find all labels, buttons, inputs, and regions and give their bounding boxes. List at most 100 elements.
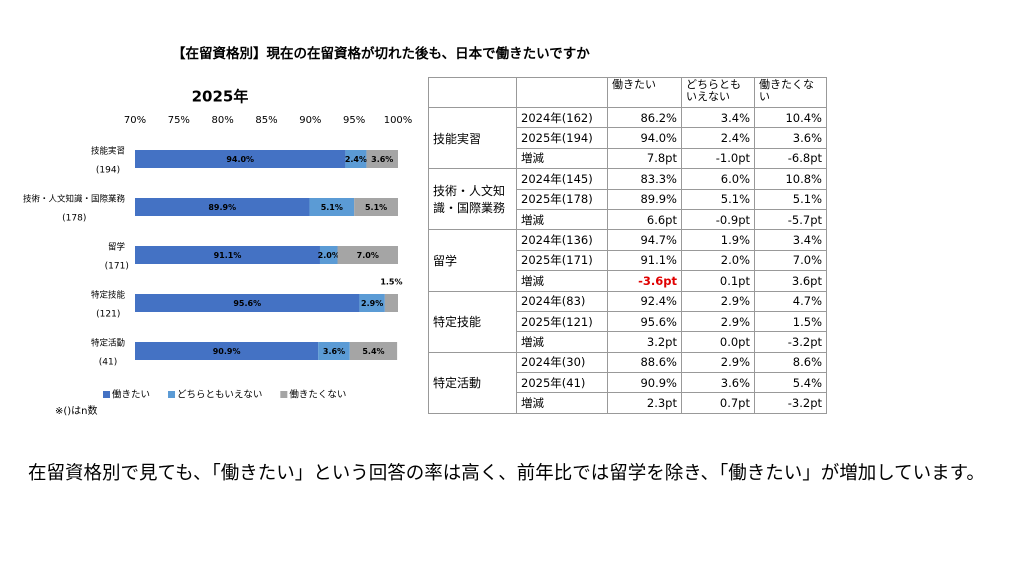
- bar-segment: [135, 294, 360, 312]
- value-cell: 2.3pt: [607, 392, 682, 414]
- column-header: 働きたい: [607, 77, 682, 108]
- value-cell: -0.9pt: [681, 208, 755, 231]
- row-label: 2024年(30): [516, 351, 608, 374]
- row-label: 2024年(145): [516, 168, 608, 190]
- row-label: 増減: [516, 147, 608, 170]
- x-tick-label: 95%: [343, 115, 365, 126]
- x-tick-label: 90%: [299, 115, 321, 126]
- group-label: 特定活動: [428, 351, 517, 414]
- value-cell: 5.1%: [754, 188, 827, 210]
- value-cell: 91.1%: [607, 249, 682, 272]
- value-cell: 2.0%: [681, 249, 755, 272]
- table-row: 技能実習 2024年(162) 86.2% 3.4% 10.4%: [428, 106, 827, 170]
- x-tick-label: 100%: [384, 115, 413, 126]
- x-tick-label: 80%: [212, 115, 234, 126]
- value-cell: 1.9%: [681, 229, 755, 251]
- value-cell: 3.6pt: [754, 270, 827, 292]
- bar-segment: [345, 150, 367, 168]
- bar-segment: [384, 294, 398, 312]
- table-row: 技術・人文知識・国際業務 2024年(145) 83.3% 6.0% 10.8%: [428, 168, 827, 231]
- value-label: 95.6%: [233, 299, 261, 308]
- value-cell: 0.0pt: [681, 331, 755, 353]
- legend-label: どちらともいえない: [177, 390, 262, 401]
- bar-segment: [318, 342, 350, 360]
- value-cell: 86.2%: [607, 106, 682, 129]
- row-label: 2025年(41): [516, 372, 608, 394]
- value-label: 1.5%: [380, 278, 402, 287]
- value-cell: 3.6%: [754, 127, 827, 149]
- category-label: 技術・人文知識・国際業務: [23, 194, 126, 205]
- note: ※()はn数: [55, 404, 98, 417]
- table-row: 増減 7.8pt -1.0pt -6.8pt: [429, 147, 827, 170]
- bar-segment: [309, 198, 355, 216]
- value-cell: 3.4%: [681, 106, 755, 129]
- value-cell: 94.7%: [607, 229, 682, 251]
- value-cell: 10.4%: [754, 106, 827, 129]
- legend-swatch: [168, 391, 176, 398]
- legend-label: 働きたくない: [289, 389, 346, 401]
- value-label: 7.0%: [357, 251, 379, 260]
- row-label: 増減: [516, 270, 608, 292]
- value-cell: 1.5%: [754, 310, 827, 333]
- x-tick-label: 85%: [255, 115, 277, 126]
- group-label: 特定技能: [428, 290, 517, 353]
- value-label: 3.6%: [323, 347, 345, 356]
- n-label: (121): [96, 310, 120, 320]
- column-header: 働きたくない: [754, 77, 827, 108]
- bar-segment: [135, 150, 346, 168]
- value-cell: 7.8pt: [607, 147, 682, 170]
- value-cell: 0.7pt: [681, 392, 755, 414]
- row-label: 2025年(121): [516, 310, 608, 333]
- chart-title: 2025年: [192, 88, 249, 106]
- x-tick-label: 70%: [124, 115, 146, 126]
- value-cell: 3.6%: [681, 372, 755, 394]
- value-label: 91.1%: [214, 251, 242, 260]
- value-label: 5.1%: [365, 203, 387, 212]
- bar-segment: [349, 342, 398, 360]
- value-cell: 5.1%: [681, 188, 755, 210]
- value-cell: 0.1pt: [681, 270, 755, 292]
- slide-title: 【在留資格別】現在の在留資格が切れた後も、日本で働きたいですか: [172, 46, 590, 62]
- value-cell: -6.8pt: [754, 147, 827, 170]
- category-label: 特定技能: [91, 290, 126, 301]
- value-cell: 6.0%: [681, 168, 755, 190]
- bar-segment: [135, 246, 320, 264]
- value-cell: 83.3%: [607, 168, 682, 190]
- row-label: 2024年(136): [516, 229, 608, 251]
- group-label: 留学: [428, 229, 517, 292]
- value-cell: 2.9%: [681, 351, 755, 374]
- table-row: 増減 3.2pt 0.0pt -3.2pt: [429, 331, 827, 353]
- value-cell: -5.7pt: [754, 208, 827, 231]
- table-row: 特定活動 2024年(30) 88.6% 2.9% 8.6%: [428, 351, 827, 414]
- value-cell: 8.6%: [754, 351, 827, 374]
- bar-segment: [354, 198, 398, 216]
- n-label: (194): [96, 166, 120, 176]
- value-cell: -3.2pt: [754, 392, 827, 414]
- table-row: 留学 2024年(136) 94.7% 1.9% 3.4%: [428, 229, 827, 292]
- legend-swatch: [103, 391, 110, 398]
- legend-swatch: [280, 391, 288, 398]
- value-cell: -1.0pt: [681, 147, 755, 170]
- table-row: 2025年(171) 91.1% 2.0% 7.0%: [429, 249, 827, 272]
- value-cell: 90.9%: [607, 372, 682, 394]
- category-label: 留学: [108, 242, 126, 253]
- column-header: どちらともいえない: [681, 77, 755, 108]
- row-label: 増減: [516, 392, 608, 414]
- bar-segment: [366, 150, 398, 168]
- value-label: 5.4%: [362, 347, 384, 356]
- value-label: 2.0%: [318, 251, 340, 260]
- n-label: (41): [99, 358, 117, 368]
- table-row: 増減 2.3pt 0.7pt -3.2pt: [429, 392, 827, 414]
- n-label: (178): [62, 214, 86, 224]
- row-label: 2024年(83): [516, 290, 608, 312]
- bar-segment: [135, 342, 319, 360]
- value-label: 5.1%: [321, 203, 343, 212]
- value-cell: 10.8%: [754, 168, 827, 190]
- category-label: 特定活動: [91, 338, 125, 349]
- value-cell: 4.7%: [754, 290, 827, 312]
- row-label: 2024年(162): [516, 106, 608, 129]
- empty-cell: [516, 77, 608, 108]
- value-cell: 3.2pt: [607, 331, 682, 353]
- value-label: 94.0%: [226, 155, 254, 164]
